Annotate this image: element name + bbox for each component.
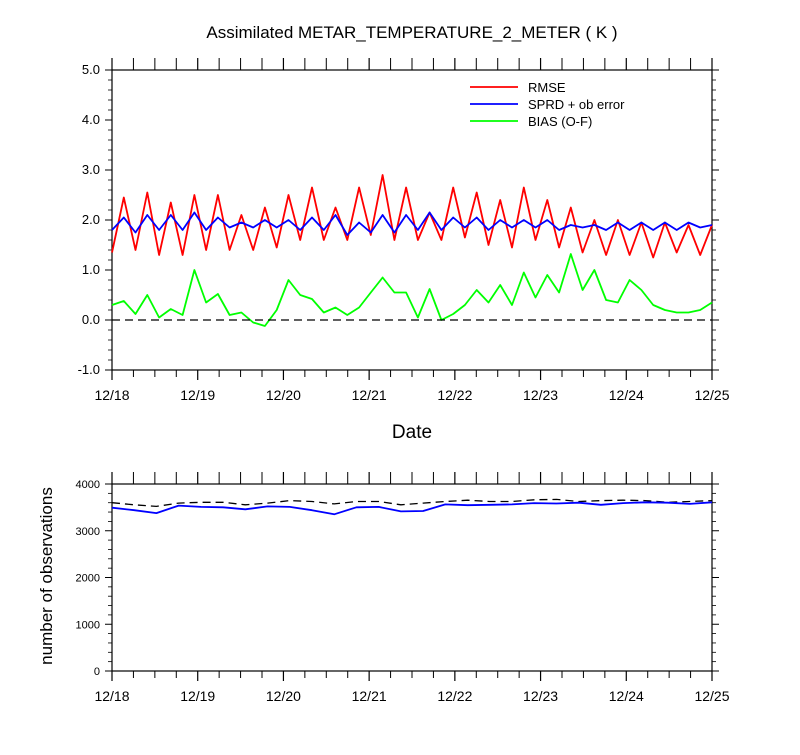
x-tick-label-1: 12/18 [94, 688, 129, 704]
y-tick-label-0: 2.0 [82, 212, 100, 227]
x-tick-label-1: 12/25 [694, 688, 729, 704]
plot-frame-0 [111, 69, 713, 371]
x-tick-label-0: 12/20 [266, 387, 301, 403]
x-tick-label-1: 12/20 [266, 688, 301, 704]
x-tick-label-1: 12/24 [609, 688, 644, 704]
y-tick-label-1: 0 [94, 666, 100, 678]
legend-label: BIAS (O-F) [528, 114, 592, 129]
y-tick-label-0: -1.0 [78, 362, 100, 377]
x-tick-label-0: 12/21 [352, 387, 387, 403]
x-tick-label-1: 12/21 [352, 688, 387, 704]
y-tick-label-1: 1000 [76, 619, 100, 631]
x-axis-label: Date [392, 422, 432, 443]
x-tick-label-0: 12/19 [180, 387, 215, 403]
series-line-1-1 [111, 501, 713, 516]
chart-title: Assimilated METAR_TEMPERATURE_2_METER ( … [206, 23, 617, 42]
x-tick-label-1: 12/23 [523, 688, 558, 704]
y-tick-label-0: 5.0 [82, 62, 100, 77]
x-tick-label-0: 12/22 [437, 387, 472, 403]
x-tick-label-0: 12/23 [523, 387, 558, 403]
y-tick-label-0: 4.0 [82, 112, 100, 127]
x-tick-label-1: 12/19 [180, 688, 215, 704]
series-line-rmse [111, 174, 713, 259]
y-tick-label-0: 3.0 [82, 162, 100, 177]
y-tick-label-1: 4000 [76, 479, 100, 491]
x-tick-label-0: 12/24 [609, 387, 644, 403]
y-tick-label-1: 2000 [76, 573, 100, 585]
x-tick-label-0: 12/18 [94, 387, 129, 403]
legend-label: SPRD + ob error [528, 97, 625, 112]
series-line-sprd-ob-error [111, 211, 713, 236]
y-tick-label-0: 1.0 [82, 262, 100, 277]
series-line-bias-o-f [111, 253, 713, 327]
legend-label: RMSE [528, 80, 566, 95]
series-line-1-0 [111, 498, 713, 508]
x-tick-label-0: 12/25 [694, 387, 729, 403]
x-tick-label-1: 12/22 [437, 688, 472, 704]
y-tick-label-1: 3000 [76, 526, 100, 538]
y-tick-label-0: 0.0 [82, 312, 100, 327]
y-axis-label: number of observations [37, 487, 56, 665]
